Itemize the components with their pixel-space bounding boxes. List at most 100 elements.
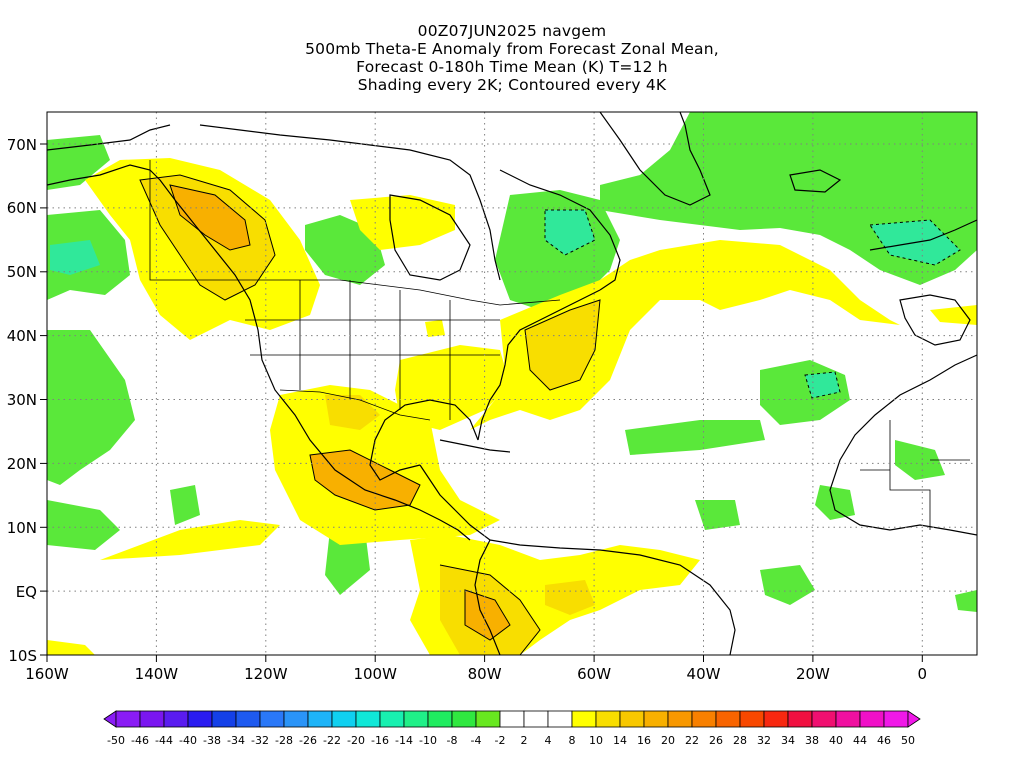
neg-anomaly-central-atlantic-2 (625, 420, 765, 455)
colorbar-label: 50 (901, 734, 915, 747)
y-tick-label: 60N (7, 199, 37, 217)
y-tick-label: 30N (7, 391, 37, 409)
colorbar-label: 20 (661, 734, 675, 747)
colorbar-swatch (451, 710, 477, 728)
colorbar-swatch (859, 710, 885, 728)
coastline-us-east (477, 289, 601, 441)
x-tick-label: 120W (244, 665, 288, 683)
neg-anomaly-africa (895, 440, 945, 480)
colorbar-swatch (307, 710, 333, 728)
colorbar-label: 10 (589, 734, 603, 747)
border-africa-1 (889, 420, 931, 530)
colorbar-swatch (283, 710, 309, 728)
colorbar-swatch (643, 710, 669, 728)
neg-anomaly-quebec-inner (545, 210, 595, 255)
y-tick-label: 70N (7, 136, 37, 154)
neg-anomaly-pacific-small (170, 485, 200, 525)
colorbar-swatch (187, 710, 213, 728)
pos-anomaly-iberia (930, 305, 977, 325)
x-tick-label: 140W (135, 665, 179, 683)
coastline-south-america (489, 539, 736, 655)
coastline-iceland (789, 169, 842, 193)
colorbar-swatch (739, 710, 765, 728)
coastline-europe (869, 219, 977, 251)
x-tick-label: 100W (353, 665, 397, 683)
title-line: Forecast 0-180h Time Mean (K) T=12 h (356, 58, 668, 76)
coastline-arctic-canada (199, 124, 501, 281)
colorbar-swatch (139, 710, 165, 728)
colorbar-label: 32 (757, 734, 771, 747)
colorbar-label: -22 (323, 734, 341, 747)
colorbar-label: -40 (179, 734, 197, 747)
neg-anomaly-mid-atlantic (695, 500, 740, 530)
colorbar-swatch (595, 710, 621, 728)
x-tick-label: 80W (468, 665, 502, 683)
coastline-gulf-of-mexico (369, 399, 479, 481)
coastline-central-america (419, 464, 491, 541)
colorbar-label: -10 (419, 734, 437, 747)
neg-anomaly-subtropical-pacific (47, 330, 135, 485)
colorbar-swatch (163, 710, 189, 728)
neg-anomaly-atlantic-inner (805, 372, 840, 398)
contour-sa-8k (464, 589, 511, 641)
pos-anomaly-alaska-max (170, 185, 250, 250)
colorbar-swatch (811, 710, 837, 728)
colorbar-label: -38 (203, 734, 221, 747)
pos-anomaly-atlantic-coast (470, 240, 900, 430)
y-tick-label: 10N (7, 519, 37, 537)
colorbar-label: 8 (569, 734, 576, 747)
colorbar-label: -20 (347, 734, 365, 747)
colorbar-label: -2 (495, 734, 506, 747)
colorbar-label: 22 (685, 734, 699, 747)
colorbar-label: -44 (155, 734, 173, 747)
contour-mexico-8k (309, 449, 421, 511)
colorbar-label: -34 (227, 734, 245, 747)
colorbar-label: 46 (877, 734, 891, 747)
coastline-africa (829, 354, 977, 536)
contour-sa-4k (439, 564, 541, 655)
pos-anomaly-great-lakes-small (425, 320, 445, 337)
colorbar-label: 2 (521, 734, 528, 747)
contour-alaska-4k (139, 174, 276, 301)
contour-alaska-8k (169, 184, 251, 251)
x-tick-label: 60W (577, 665, 611, 683)
colorbar-label: -4 (471, 734, 482, 747)
neg-anomaly-pacific-inner (50, 240, 100, 275)
colorbar-label: -46 (131, 734, 149, 747)
pos-anomaly-mexico (270, 385, 500, 545)
pos-anomaly-amazon (545, 580, 595, 615)
neg-anomaly-tropical-pacific (47, 500, 120, 550)
colorbar-arrow-left (103, 710, 117, 728)
border-us-canada (149, 160, 561, 306)
coastline-south-america-west (474, 539, 501, 655)
border-africa-2 (860, 459, 970, 471)
coastline-alaska-north (47, 124, 171, 151)
pos-anomaly-gulf-se-us (395, 345, 510, 430)
pos-anomaly-alaska-core (140, 175, 275, 300)
x-tick-label: 160W (25, 665, 69, 683)
colorbar-swatch (571, 710, 597, 728)
colorbar-label: 38 (805, 734, 819, 747)
neg-anomaly-west-africa (815, 485, 855, 520)
border-us-mexico (279, 389, 431, 421)
x-axis: 160W 140W 120W 100W 80W 60W 40W 20W 0 (25, 655, 927, 683)
colorbar-swatch (883, 710, 909, 728)
y-tick-label: 50N (7, 263, 37, 281)
neg-anomaly-east-pacific-small (325, 530, 370, 595)
plot-frame (46, 111, 978, 656)
pos-anomaly-mexico-inner (325, 395, 380, 430)
lat-lon-grid (47, 112, 977, 655)
pos-anomaly-east-pacific-tongue (100, 520, 280, 560)
colorbar-swatch (787, 710, 813, 728)
colorbar-swatch (475, 710, 501, 728)
colorbar-swatch (499, 710, 525, 728)
pos-anomaly-hudson-east (350, 195, 455, 250)
coastline-north-america-west (47, 164, 471, 541)
title-line: Shading every 2K; Contoured every 4K (357, 76, 667, 94)
colorbar-swatch (619, 710, 645, 728)
coastlines (47, 112, 977, 655)
colorbar-swatch (547, 710, 573, 728)
colorbar-swatch (379, 710, 405, 728)
neg-anomaly-se-atlantic (955, 590, 977, 612)
